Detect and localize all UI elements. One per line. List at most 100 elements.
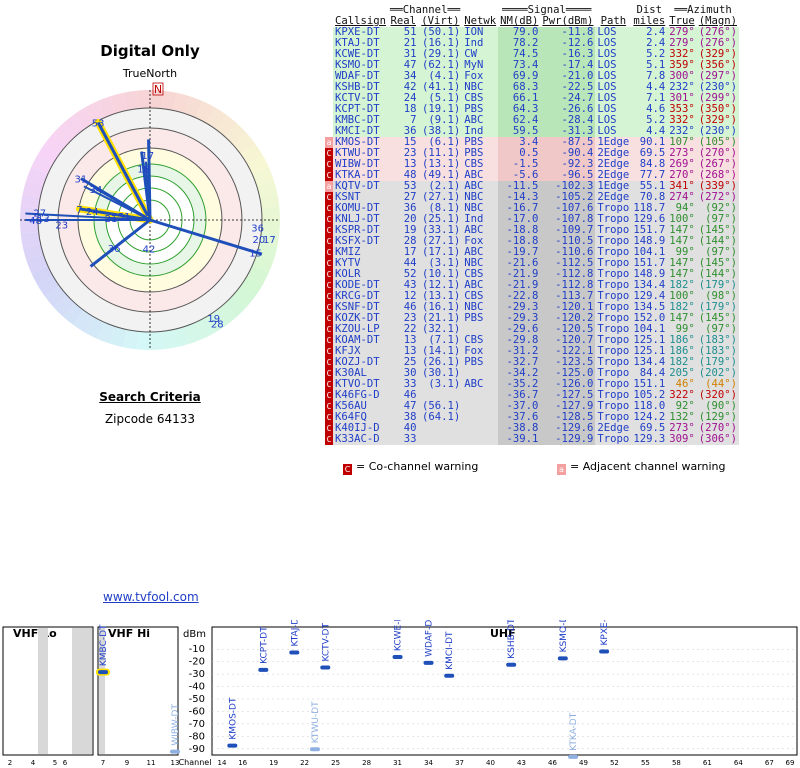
cell-true: 232°	[667, 81, 697, 93]
cell-callsign[interactable]: KTVO-DT	[333, 379, 389, 390]
cell-callsign[interactable]: WIBW-DT	[333, 159, 389, 170]
table-row[interactable]: C K33AC-D 33 -39.1 -129.9 Tropo 129.3 309° (306°…	[325, 434, 739, 445]
cell-callsign[interactable]: KODE-DT	[333, 280, 389, 291]
cell-callsign[interactable]: KSHB-DT	[333, 82, 389, 93]
table-row[interactable]: C KRCG-DT 12 (13.1) CBS -22.8 -113.7 Tropo 129.4…	[325, 291, 739, 302]
cell-callsign[interactable]: KPXE-DT	[333, 27, 389, 38]
cell-callsign[interactable]: KZOU-LP	[333, 324, 389, 335]
spectrum-marker[interactable]	[170, 749, 180, 754]
table-row[interactable]: C KSNF-DT 46 (16.1) NBC -29.3 -120.1 Tropo 134.5…	[325, 302, 739, 313]
table-row[interactable]: C K30AL 30 (30.1) -34.2 -125.0 Tropo 84.4 205° (2…	[325, 368, 739, 379]
cell-callsign[interactable]: K40IJ-D	[333, 423, 389, 434]
spectrum-marker[interactable]	[289, 650, 300, 655]
cell-callsign[interactable]: KSPR-DT	[333, 225, 389, 236]
table-row[interactable]: C KOLR 52 (10.1) CBS -21.9 -112.8 Tropo 148.9 147…	[325, 269, 739, 280]
cell-callsign[interactable]: KCWE-DT	[333, 49, 389, 60]
cell-callsign[interactable]: KSMO-DT	[333, 60, 389, 71]
spectrum-marker[interactable]	[599, 649, 610, 654]
table-row[interactable]: KSMO-DT 47 (62.1) MyN 73.4 -17.4 LOS 5.1 359° (35…	[325, 60, 739, 71]
table-row[interactable]: KTAJ-DT 21 (16.1) Ind 78.2 -12.6 LOS 2.4 279° (27…	[325, 38, 739, 49]
spectrum-marker[interactable]	[423, 660, 434, 665]
cell-callsign[interactable]: KSNF-DT	[333, 302, 389, 313]
cell-callsign[interactable]: KNLJ-DT	[333, 214, 389, 225]
cell-callsign[interactable]: K33AC-D	[333, 434, 389, 445]
cell-callsign[interactable]: KOAM-DT	[333, 335, 389, 346]
table-row[interactable]: C K56AU 47 (56.1) -37.0 -127.9 Tropo 118.0 92° (9…	[325, 401, 739, 412]
cell-callsign[interactable]: KFJX	[333, 346, 389, 357]
spectrum-marker[interactable]	[320, 665, 331, 670]
spectrum-marker[interactable]	[392, 655, 403, 660]
cell-callsign[interactable]: KOZK-DT	[333, 313, 389, 324]
cell-callsign[interactable]: KCTV-DT	[333, 93, 389, 104]
cell-callsign[interactable]: KTWU-DT	[333, 148, 389, 159]
table-row[interactable]: C WIBW-DT 13 (13.1) CBS -1.5 -92.3 2Edge 84.8 269…	[325, 159, 739, 170]
cell-magn: (145°)	[696, 257, 739, 269]
polar-station-label: 18	[137, 164, 150, 175]
cell-callsign[interactable]: WDAF-DT	[333, 71, 389, 82]
spectrum-marker[interactable]	[98, 670, 108, 675]
spectrum-marker[interactable]	[444, 673, 455, 678]
table-row[interactable]: C KSPR-DT 19 (33.1) ABC -18.8 -109.7 Tropo 151.7…	[325, 225, 739, 236]
cell-callsign[interactable]: KTKA-DT	[333, 170, 389, 181]
table-row[interactable]: C KNLJ-DT 20 (25.1) Ind -17.0 -107.8 Tropo 129.6…	[325, 214, 739, 225]
cell-callsign[interactable]: KSNT	[333, 192, 389, 203]
table-row[interactable]: C K64FQ 38 (64.1) -37.6 -128.5 Tropo 124.2 132°(…	[325, 412, 739, 423]
table-row[interactable]: KCTV-DT 24 (5.1) CBS 66.1 -24.7 LOS 7.1 301° (299…	[325, 93, 739, 104]
table-row[interactable]: C KOZK-DT 23 (21.1) PBS -29.3 -120.2 Tropo 152.0…	[325, 313, 739, 324]
cell-netwk: ABC	[462, 247, 499, 258]
table-row[interactable]: C KOAM-DT 13 (7.1) CBS -29.8 -120.7 Tropo 125.1 1…	[325, 335, 739, 346]
cell-callsign[interactable]: K30AL	[333, 368, 389, 379]
table-row[interactable]: C KYTV 44 (3.1) NBC -21.6 -112.5 Tropo 151.7 147°…	[325, 258, 739, 269]
spectrum-marker[interactable]	[309, 747, 320, 752]
table-row[interactable]: C K46FG-D 46 -36.7 -127.5 Tropo 105.2 322° (320°…	[325, 390, 739, 401]
table-row[interactable]: KSHB-DT 42 (41.1) NBC 68.3 -22.5 LOS 4.4 232° (23…	[325, 82, 739, 93]
table-row[interactable]: C KSNT 27 (27.1) NBC -14.3 -105.2 2Edge 70.8 274°…	[325, 192, 739, 203]
table-row[interactable]: C KFJX 13 (14.1) Fox -31.2 -122.1 Tropo 125.1 186…	[325, 346, 739, 357]
spectrum-marker[interactable]	[568, 754, 579, 759]
table-row[interactable]: a KMOS-DT 15 (6.1) PBS 3.4 -87.5 1Edge 90.1 107°(…	[325, 137, 739, 148]
spectrum-marker[interactable]	[227, 743, 238, 748]
table-row[interactable]: KMBC-DT 7 (9.1) ABC 62.4 -28.4 LOS 5.2 332° (329°…	[325, 115, 739, 126]
cell-callsign[interactable]: KRCG-DT	[333, 291, 389, 302]
table-row[interactable]: C KOZJ-DT 25 (26.1) PBS -32.7 -123.5 Tropo 134.4…	[325, 357, 739, 368]
cell-callsign[interactable]: KQTV-DT	[333, 181, 389, 192]
spectrum-marker[interactable]	[557, 656, 568, 661]
table-row[interactable]: a KQTV-DT 53 (2.1) ABC -11.5 -102.3 1Edge 55.1 34…	[325, 181, 739, 192]
cell-magn: (97°)	[696, 324, 739, 335]
table-row[interactable]: KCWE-DT 31 (29.1) CW 74.5 -16.3 LOS 5.2 332° (329…	[325, 49, 739, 60]
channel-tick-label: 40	[486, 759, 495, 767]
cell-callsign[interactable]: KTAJ-DT	[333, 38, 389, 49]
cell-callsign[interactable]: K64FQ	[333, 412, 389, 423]
cell-pwr: -123.5	[540, 357, 596, 368]
cell-callsign[interactable]: KMBC-DT	[333, 115, 389, 126]
cell-dist: 70.8	[631, 192, 668, 203]
table-row[interactable]: C KODE-DT 43 (12.1) ABC -21.9 -112.8 Tropo 134.4…	[325, 280, 739, 291]
table-row[interactable]: KCPT-DT 18 (19.1) PBS 64.3 -26.6 LOS 4.6 353° (35…	[325, 104, 739, 115]
table-row[interactable]: KPXE-DT 51 (50.1) ION 79.0 -11.8 LOS 2.4 279° (27…	[325, 27, 739, 38]
polar-station-label: 42	[143, 245, 156, 256]
tvfool-link[interactable]: www.tvfool.com	[103, 590, 199, 604]
table-row[interactable]: C KMIZ 17 (17.1) ABC -19.7 -110.6 Tropo 104.1 99°…	[325, 247, 739, 258]
cell-callsign[interactable]: K56AU	[333, 401, 389, 412]
table-row[interactable]: C KZOU-LP 22 (32.1) -29.6 -120.5 Tropo 104.1 99°…	[325, 324, 739, 335]
spectrum-marker[interactable]	[258, 667, 269, 672]
table-row[interactable]: C KTWU-DT 23 (11.1) PBS 0.5 -90.4 2Edge 69.5 273°…	[325, 148, 739, 159]
table-row[interactable]: KMCI-DT 36 (38.1) Ind 59.5 -31.3 LOS 4.4 232° (23…	[325, 126, 739, 137]
cell-callsign[interactable]: KMOS-DT	[333, 137, 389, 148]
cell-callsign[interactable]: KOMU-DT	[333, 203, 389, 214]
table-row[interactable]: C KSFX-DT 28 (27.1) Fox -18.8 -110.5 Tropo 148.9…	[325, 236, 739, 247]
cell-callsign[interactable]: K46FG-D	[333, 390, 389, 401]
cell-callsign[interactable]: KYTV	[333, 258, 389, 269]
cell-callsign[interactable]: KMCI-DT	[333, 126, 389, 137]
table-row[interactable]: C KOMU-DT 36 (8.1) NBC -16.7 -107.6 Tropo 118.7 9…	[325, 203, 739, 214]
table-row[interactable]: C K40IJ-D 40 -38.8 -129.6 2Edge 69.5 273° (270°)	[325, 423, 739, 434]
cell-callsign[interactable]: KCPT-DT	[333, 104, 389, 115]
spectrum-marker[interactable]	[506, 662, 517, 667]
table-row[interactable]: C KTVO-DT 33 (3.1) ABC -35.2 -126.0 Tropo 151.1 4…	[325, 379, 739, 390]
cell-callsign[interactable]: KOZJ-DT	[333, 357, 389, 368]
cell-callsign[interactable]: KOLR	[333, 269, 389, 280]
table-row[interactable]: C KTKA-DT 48 (49.1) ABC -5.6 -96.5 2Edge 77.7 270…	[325, 170, 739, 181]
table-row[interactable]: WDAF-DT 34 (4.1) Fox 69.9 -21.0 LOS 7.8 300° (297…	[325, 71, 739, 82]
cell-callsign[interactable]: KSFX-DT	[333, 236, 389, 247]
cell-callsign[interactable]: KMIZ	[333, 247, 389, 258]
